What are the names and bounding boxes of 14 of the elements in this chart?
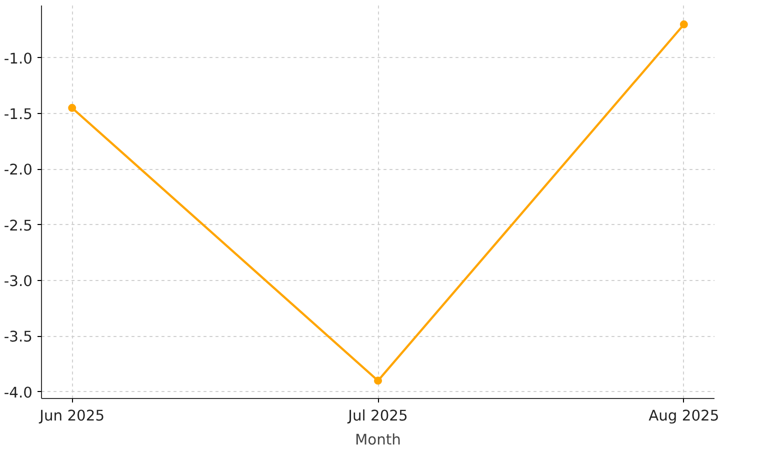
x-tick-label: Jun 2025 [38, 408, 105, 424]
x-axis-title: Month [355, 432, 401, 448]
y-tick-label: -3.0 [4, 272, 33, 290]
y-tick-label: -1.5 [4, 106, 33, 123]
point [680, 20, 688, 28]
point [68, 104, 76, 112]
x-tick-label: Jul 2025 [347, 408, 408, 424]
y-tick-label: -4.0 [4, 384, 33, 402]
y-tick-label: -1.0 [4, 50, 33, 68]
y-tick-label: -2.5 [4, 217, 33, 234]
y-tick-label: -2.0 [4, 162, 33, 179]
y-tick-label: -3.5 [4, 328, 33, 346]
point [374, 376, 382, 385]
x-tick-label: Aug 2025 [648, 408, 720, 424]
